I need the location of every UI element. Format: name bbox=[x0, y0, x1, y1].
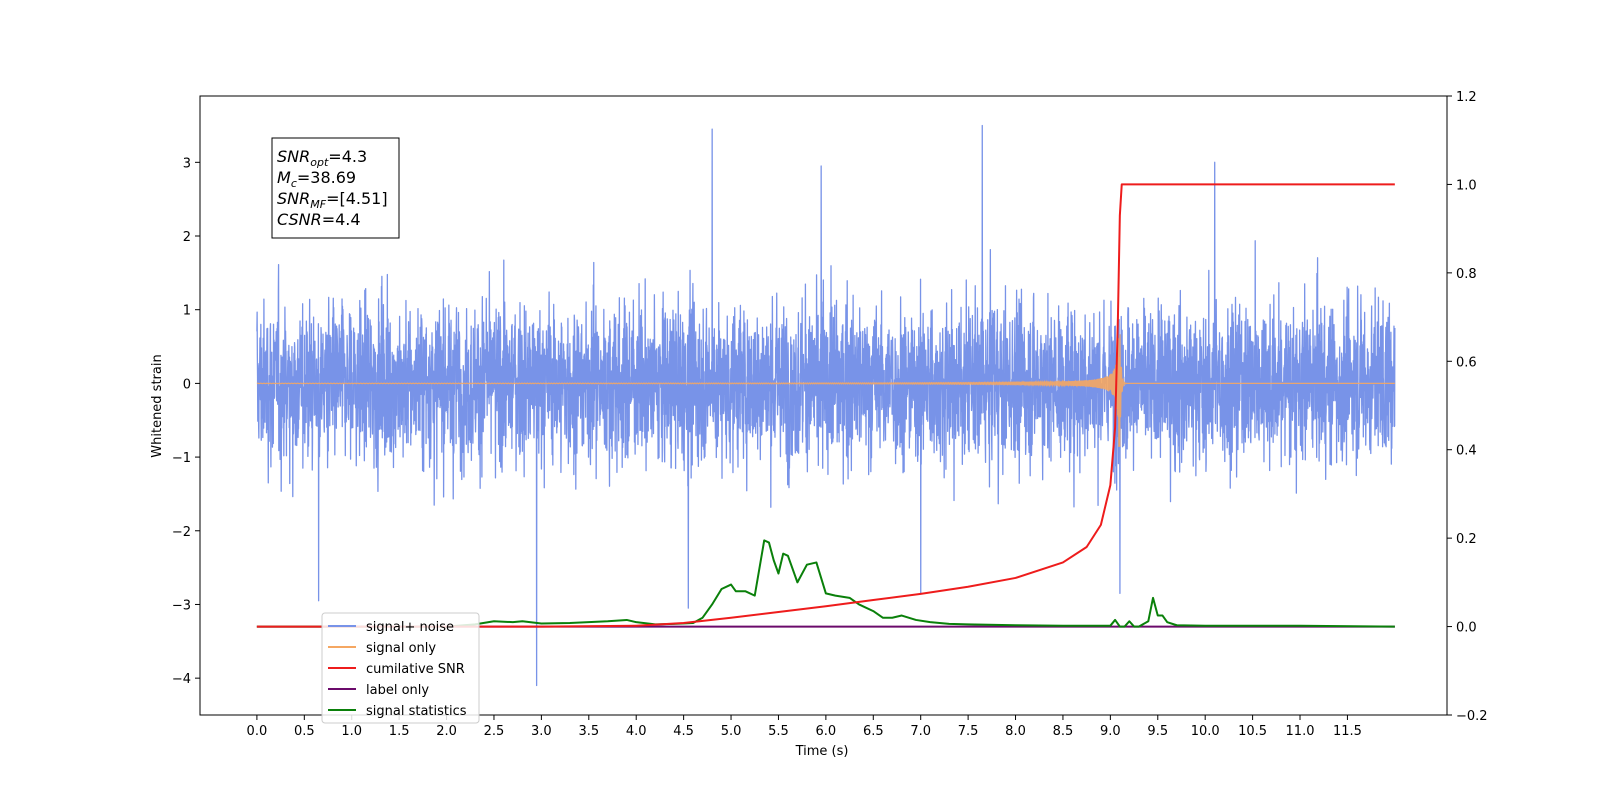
x-tick-label: 0.5 bbox=[294, 724, 315, 739]
ticks-layer: 0.0 0.5 1.0 1.5 2.0 2.5 3.0 3.5 4.0 4.5 5.0 5.5 6.0 6… bbox=[172, 90, 1488, 739]
x-tick-label: 11.0 bbox=[1286, 724, 1315, 739]
y-left-tick-label: −4 bbox=[172, 672, 191, 687]
x-tick-label: 1.0 bbox=[341, 724, 362, 739]
x-tick-label: 10.0 bbox=[1191, 724, 1220, 739]
x-tick-label: 7.5 bbox=[958, 724, 979, 739]
x-tick-label: 8.5 bbox=[1053, 724, 1074, 739]
y-axis-label-left: Whitened strain bbox=[150, 354, 165, 457]
x-tick-label: 9.5 bbox=[1147, 724, 1168, 739]
y-right-tick-label: 1.0 bbox=[1456, 178, 1477, 193]
x-tick-label: 0.0 bbox=[247, 724, 268, 739]
x-tick-label: 3.5 bbox=[578, 724, 599, 739]
signal-noise-series bbox=[256, 124, 1396, 687]
legend-frame bbox=[321, 612, 480, 724]
x-tick-label: 4.5 bbox=[673, 724, 694, 739]
y-right-tick-label: 0.6 bbox=[1456, 355, 1477, 370]
x-tick-label: 8.0 bbox=[1005, 724, 1026, 739]
y-left-tick-label: −1 bbox=[172, 451, 191, 466]
signal-only-line bbox=[256, 334, 1395, 448]
x-axis-label: Time (s) bbox=[795, 744, 849, 759]
y-left-tick-label: 2 bbox=[183, 230, 191, 245]
legend-label: signal+ noise bbox=[366, 620, 454, 635]
x-tick-label: 9.0 bbox=[1100, 724, 1121, 739]
annotation-line: SNRMF=[4.51] bbox=[277, 189, 388, 211]
x-tick-label: 2.0 bbox=[436, 724, 457, 739]
y-right-tick-label: −0.2 bbox=[1456, 709, 1488, 724]
legend-label: signal statistics bbox=[366, 704, 467, 719]
y-right-tick-label: 1.2 bbox=[1456, 90, 1477, 105]
annotation-frame bbox=[271, 137, 400, 239]
x-tick-label: 11.5 bbox=[1333, 724, 1362, 739]
x-tick-label: 4.0 bbox=[626, 724, 647, 739]
signal-noise-line bbox=[256, 124, 1396, 687]
x-tick-label: 6.5 bbox=[863, 724, 884, 739]
signal-statistics-line bbox=[256, 539, 1395, 628]
annotation-line: Mc=38.69 bbox=[277, 168, 356, 190]
legend: signal+ noise signal only cumilative SNR la… bbox=[321, 612, 480, 724]
x-tick-label: 10.5 bbox=[1238, 724, 1267, 739]
plot-frame bbox=[199, 95, 1448, 716]
x-tick-label: 5.0 bbox=[721, 724, 742, 739]
cumulative-snr-line bbox=[256, 183, 1395, 628]
x-tick-label: 3.0 bbox=[531, 724, 552, 739]
y-left-tick-label: −2 bbox=[172, 525, 191, 540]
y-right-tick-label: 0.0 bbox=[1456, 621, 1477, 636]
x-tick-label: 2.5 bbox=[484, 724, 505, 739]
annotation-line: SNRopt=4.3 bbox=[277, 147, 367, 169]
y-right-tick-label: 0.4 bbox=[1456, 444, 1477, 459]
legend-label: label only bbox=[366, 683, 429, 698]
x-tick-label: 7.0 bbox=[910, 724, 931, 739]
x-tick-label: 5.5 bbox=[768, 724, 789, 739]
annotation-line: CSNR=4.4 bbox=[277, 210, 361, 229]
y-left-tick-label: −3 bbox=[172, 598, 191, 613]
x-tick-label: 6.0 bbox=[816, 724, 837, 739]
y-left-tick-label: 0 bbox=[183, 377, 191, 392]
legend-label: signal only bbox=[366, 641, 436, 656]
legend-label: cumilative SNR bbox=[366, 662, 465, 677]
x-tick-label: 1.5 bbox=[389, 724, 410, 739]
y-left-tick-label: 1 bbox=[183, 304, 191, 319]
y-left-tick-label: 3 bbox=[183, 156, 191, 171]
y-right-tick-label: 0.2 bbox=[1456, 532, 1477, 547]
y-right-tick-label: 0.8 bbox=[1456, 267, 1477, 282]
